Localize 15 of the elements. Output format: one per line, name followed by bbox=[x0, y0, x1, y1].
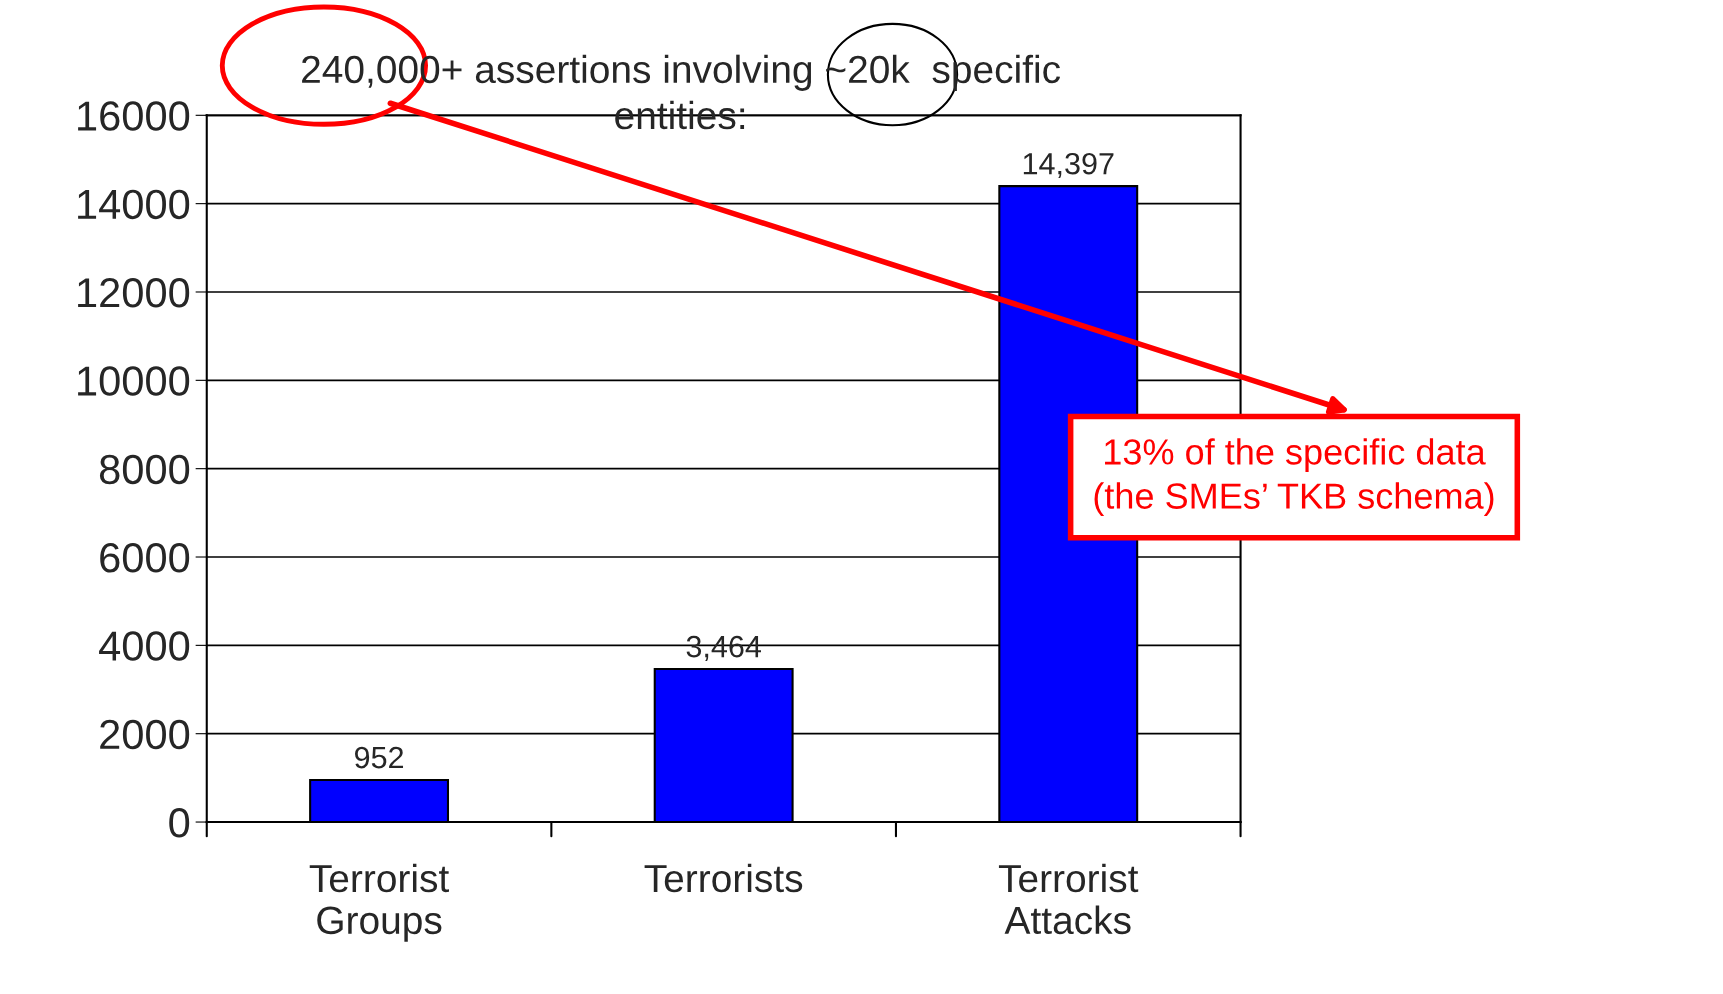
y-tick-label: 12000 bbox=[78, 277, 190, 308]
x-tick-label: Terrorists bbox=[644, 863, 803, 893]
y-tick-label: 8000 bbox=[99, 454, 190, 485]
y-tick-label: 16000 bbox=[78, 101, 190, 131]
x-tick-label: Terrorist Groups bbox=[309, 863, 449, 942]
data-label: 952 bbox=[355, 746, 404, 769]
data-label: 14,397 bbox=[1023, 152, 1114, 179]
y-tick-label: 0 bbox=[169, 808, 190, 838]
x-tick-label: Terrorist Attacks bbox=[998, 863, 1139, 935]
y-tick-label: 4000 bbox=[99, 631, 190, 661]
y-tick-label: 10000 bbox=[78, 366, 190, 396]
y-tick-label: 6000 bbox=[100, 543, 190, 573]
y-tick-label: 2000 bbox=[100, 719, 190, 750]
annotation: 13% of the specific data (the SMEs’ TKB schema) bbox=[1094, 438, 1494, 516]
y-tick-label: 14000 bbox=[78, 189, 190, 220]
